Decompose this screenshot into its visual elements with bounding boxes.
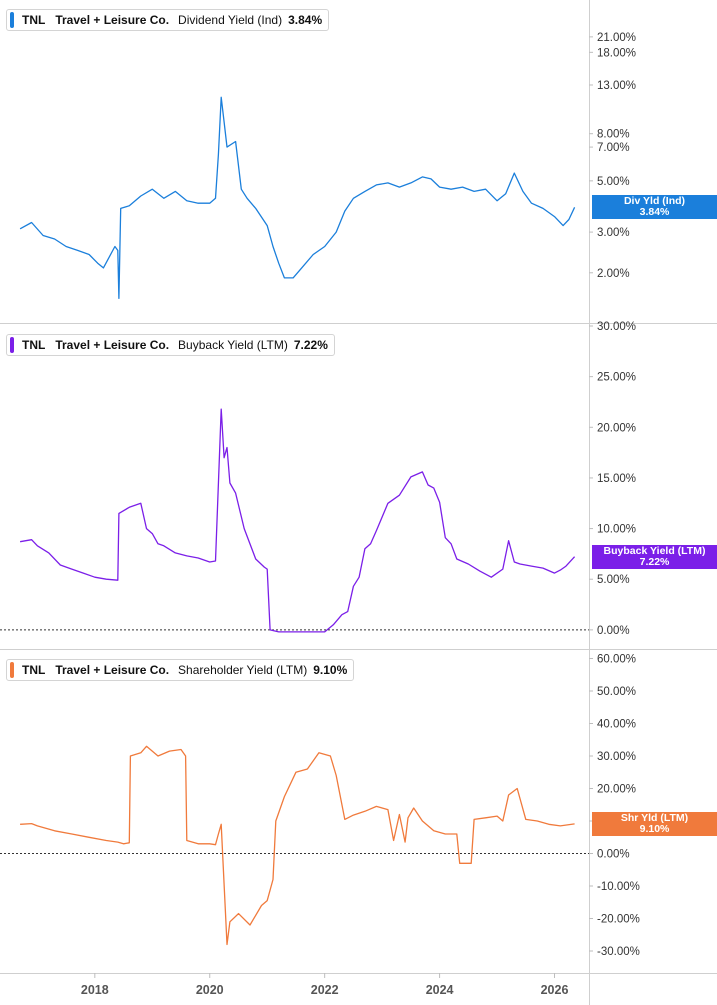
- y-tick-label: 0.00%: [597, 625, 630, 637]
- tag-value: 3.84%: [639, 206, 670, 219]
- legend-ticker: TNL: [22, 663, 46, 677]
- legend-shareholder-yield: TNL Travel + Leisure Co. Shareholder Yie…: [6, 659, 355, 681]
- y-tick-label: 40.00%: [597, 719, 636, 731]
- y-tick-label: 15.00%: [597, 473, 636, 485]
- series-line-1: [19, 408, 576, 633]
- legend-swatch-shareholder: [10, 662, 14, 678]
- x-tick-label: 2026: [541, 983, 569, 997]
- legend-value: 7.22%: [293, 338, 328, 352]
- y-tick-label: 50.00%: [597, 686, 636, 698]
- tag-value: 7.22%: [639, 555, 670, 568]
- legend-metric: Dividend Yield (Ind): [178, 13, 283, 27]
- y-tick-label: 30.00%: [597, 751, 636, 763]
- axis-layer: 21.00% 18.00% 13.00% 8.00%7.00% 5.00% 3.00% 2.…: [0, 32, 640, 997]
- y-tick-label: 5.00%: [597, 176, 630, 188]
- legend-dividend-yield: TNL Travel + Leisure Co. Dividend Yield …: [6, 9, 330, 31]
- y-tick-label: 2.00%: [597, 268, 630, 280]
- series-layer: [19, 96, 576, 946]
- legend-value: 9.10%: [313, 663, 348, 677]
- x-tick-label: 2020: [196, 983, 224, 997]
- legend-ticker: TNL: [22, 338, 46, 352]
- tag-label: Shr Yld (LTM): [620, 811, 689, 824]
- y-tick-label: -30.00%: [597, 946, 640, 958]
- y-tick-label: 8.00%: [597, 129, 630, 141]
- legend-company: Travel + Leisure Co.: [55, 663, 170, 677]
- y-tick-label: 21.00%: [597, 32, 636, 44]
- y-tick-label: 0.00%: [597, 849, 630, 861]
- legend-buyback-yield: TNL Travel + Leisure Co. Buyback Yield (…: [6, 334, 335, 356]
- legend-value: 3.84%: [288, 13, 323, 27]
- y-tick-label: 13.00%: [597, 80, 636, 92]
- legend-company: Travel + Leisure Co.: [55, 13, 170, 27]
- series-line-0: [19, 96, 576, 300]
- current-value-tag-buyback: Buyback Yield (LTM) 7.22%: [592, 544, 717, 569]
- legend-metric: Buyback Yield (LTM): [178, 338, 288, 352]
- y-tick-label: -20.00%: [597, 914, 640, 926]
- y-tick-label: 18.00%: [597, 47, 636, 59]
- y-tick-label: 20.00%: [597, 422, 636, 434]
- current-value-tag-dividend: Div Yld (Ind) 3.84%: [592, 195, 717, 220]
- legend-ticker: TNL: [22, 13, 46, 27]
- tag-value: 9.10%: [639, 822, 670, 835]
- y-tick-label: 10.00%: [597, 524, 636, 536]
- y-tick-label: -10.00%: [597, 881, 640, 893]
- y-tick-label: 20.00%: [597, 784, 636, 796]
- series-line-2: [20, 745, 575, 946]
- y-tick-label: 5.00%: [597, 574, 630, 586]
- y-tick-label: 7.00%: [597, 142, 630, 154]
- x-tick-label: 2018: [81, 983, 109, 997]
- legend-swatch-dividend: [10, 12, 14, 28]
- legend-metric: Shareholder Yield (LTM): [178, 663, 308, 677]
- y-tick-label: 60.00%: [597, 654, 636, 666]
- y-tick-label: 30.00%: [597, 321, 636, 333]
- y-tick-label: 3.00%: [597, 227, 630, 239]
- legend-company: Travel + Leisure Co.: [55, 338, 170, 352]
- x-tick-label: 2022: [311, 983, 339, 997]
- tag-label: Buyback Yield (LTM): [603, 544, 706, 557]
- tag-label: Div Yld (Ind): [623, 195, 686, 208]
- x-tick-label: 2024: [426, 983, 454, 997]
- y-tick-label: 25.00%: [597, 372, 636, 384]
- current-value-tag-shareholder: Shr Yld (LTM) 9.10%: [592, 811, 717, 836]
- legend-swatch-buyback: [10, 337, 14, 353]
